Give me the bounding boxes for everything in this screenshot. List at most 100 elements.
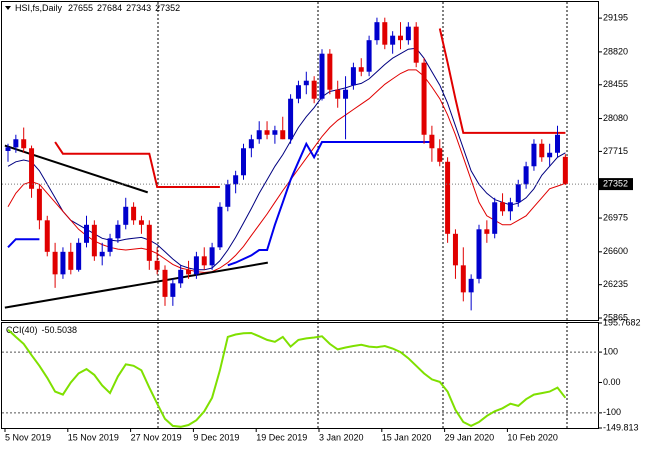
candle-body	[382, 22, 388, 45]
y-tick-label: 27715	[603, 146, 628, 156]
x-tick-label: 15 Jan 2020	[382, 432, 432, 442]
candle-body	[280, 130, 286, 140]
price-box	[599, 178, 633, 191]
candle-body	[460, 265, 466, 293]
x-tick-label: 15 Nov 2019	[68, 432, 119, 442]
candle-body	[264, 130, 270, 135]
candle-body	[60, 251, 66, 275]
candle-body	[68, 251, 74, 270]
candle-body	[52, 251, 58, 275]
cci-header: CCI(40) -50.5038	[6, 325, 77, 335]
candle-body	[468, 278, 474, 293]
candle-body	[429, 134, 435, 149]
candle-body	[146, 224, 152, 261]
symbol: HSI,fs,Daily	[15, 3, 63, 13]
x-tick-label: 19 Dec 2019	[256, 432, 307, 442]
candle-body	[492, 202, 498, 234]
x-tick-label: 27 Nov 2019	[131, 432, 182, 442]
candle-body	[107, 238, 113, 252]
open: 27655	[68, 3, 93, 13]
y-tick-label: 28455	[603, 79, 628, 89]
y-tick-label: 100	[603, 346, 618, 356]
price-label: 27352	[603, 178, 628, 188]
candle-body	[162, 269, 168, 297]
candle-body	[445, 161, 451, 234]
candle-body	[350, 67, 356, 86]
candle-body	[500, 202, 506, 212]
candle-body	[476, 229, 482, 279]
candle-body	[319, 53, 325, 99]
candle-body	[123, 206, 129, 225]
candle-body	[209, 247, 215, 266]
y-tick-label: 0.00	[603, 377, 621, 387]
x-tick-label: 5 Nov 2019	[5, 432, 51, 442]
candle-body	[76, 242, 82, 270]
x-tick-label: 3 Jan 2020	[319, 432, 364, 442]
candle-body	[115, 224, 121, 239]
candle-body	[295, 85, 301, 99]
candle-body	[437, 148, 443, 162]
y-tick-label: -100	[603, 407, 621, 417]
trendline	[4, 261, 269, 309]
candle-body	[99, 251, 105, 257]
candle-body	[21, 139, 27, 149]
candle-body	[217, 206, 223, 248]
cci-line	[7, 328, 567, 428]
candle-body	[303, 80, 309, 86]
candle-body	[256, 130, 262, 140]
candle-body	[272, 130, 278, 135]
main-frame	[1, 1, 599, 321]
cci-frame	[1, 322, 599, 429]
y-tick-label: 29195	[603, 12, 628, 22]
indicator-line	[7, 141, 432, 267]
candle-body	[398, 35, 403, 41]
candle-body	[201, 256, 207, 266]
candle-body	[358, 67, 364, 72]
candle-body	[327, 53, 333, 90]
candle-body	[366, 40, 372, 72]
candle-body	[311, 80, 317, 99]
candle-body	[390, 35, 396, 45]
candle-body	[36, 188, 42, 221]
indicator-line	[7, 47, 566, 271]
cci-title: CCI(40)	[6, 325, 38, 335]
candle-body	[91, 224, 97, 257]
high: 27684	[97, 3, 122, 13]
menu-arrow	[5, 6, 11, 10]
candle-body	[531, 143, 537, 167]
candle-body	[186, 269, 192, 275]
candle-body	[154, 260, 160, 270]
x-tick-label: 29 Jan 2020	[445, 432, 495, 442]
candle-body	[84, 224, 89, 243]
candle-body	[178, 269, 184, 284]
close: 27352	[155, 3, 180, 13]
candle-body	[335, 89, 341, 99]
candle-body	[343, 89, 349, 99]
y-tick-label: 26600	[603, 246, 628, 256]
y-tick-label: 26235	[603, 279, 628, 289]
candle-body	[233, 175, 239, 185]
candle-body	[193, 256, 199, 275]
y-tick-label: 28820	[603, 46, 628, 56]
candle-body	[170, 283, 176, 297]
y-tick-label: -149.813	[603, 422, 639, 432]
candle-body	[248, 139, 254, 149]
candle-body	[138, 220, 144, 225]
candle-body	[562, 156, 568, 185]
candle-body	[523, 166, 529, 185]
x-tick-label: 9 Dec 2019	[193, 432, 239, 442]
candle-body	[547, 152, 553, 158]
separators	[157, 2, 568, 428]
candle-body	[413, 26, 419, 63]
indicator-line	[7, 69, 566, 274]
candle-body	[507, 202, 513, 212]
candle-body	[484, 229, 490, 234]
main-header: HSI,fs,Daily 27655 27684 27343 27352	[15, 3, 180, 13]
cci-value: -50.5038	[42, 325, 78, 335]
candle-body	[555, 134, 560, 153]
candle-body	[29, 148, 35, 189]
candle-body	[5, 147, 11, 151]
y-tick-label: 195.7682	[603, 317, 641, 327]
